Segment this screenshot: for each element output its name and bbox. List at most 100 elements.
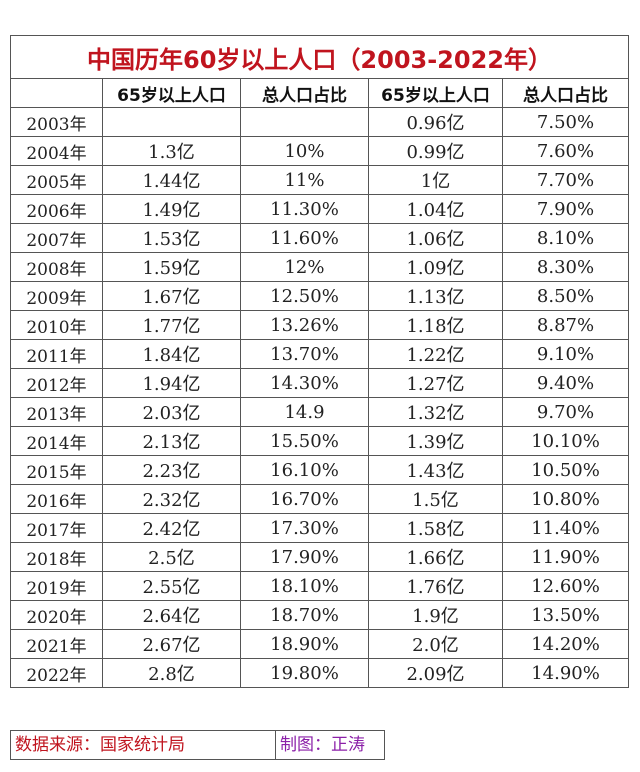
pop-cell-a: 2.32亿: [102, 484, 241, 514]
table-row: 2014年 2.13亿 15.50% 1.39亿 10.10%: [10, 426, 630, 456]
ratio-cell-a: 14.30%: [240, 368, 369, 398]
ratio-cell-a: 17.30%: [240, 513, 369, 543]
pop-cell-a: 2.8亿: [102, 658, 241, 688]
year-cell: 2011年: [10, 339, 103, 369]
table-row: 2010年 1.77亿 13.26% 1.18亿 8.87%: [10, 310, 630, 340]
ratio-cell-b: 8.87%: [501, 310, 630, 340]
header-row: 65岁以上人口 总人口占比 65岁以上人口 总人口占比: [10, 78, 630, 108]
pop-cell-a: 2.55亿: [102, 571, 241, 601]
pop-cell-b: 1.43亿: [368, 455, 503, 485]
population-table-sheet: 中国历年60岁以上人口（2003-2022年） 65岁以上人口 总人口占比 65…: [9, 35, 630, 688]
pop-cell-b: 1.06亿: [368, 223, 503, 253]
ratio-cell-b: 7.70%: [501, 165, 630, 195]
pop-cell-b: 1.76亿: [368, 571, 503, 601]
table-title: 中国历年60岁以上人口（2003-2022年）: [9, 35, 630, 79]
ratio-cell-a: [240, 107, 369, 137]
year-cell: 2020年: [10, 600, 103, 630]
year-cell: 2010年: [10, 310, 103, 340]
ratio-cell-b: 10.50%: [501, 455, 630, 485]
table-row: 2022年 2.8亿 19.80% 2.09亿 14.90%: [10, 658, 630, 688]
ratio-cell-b: 12.60%: [501, 571, 630, 601]
pop-cell-a: 1.3亿: [102, 136, 241, 166]
ratio-cell-a: 15.50%: [240, 426, 369, 456]
pop-cell-a: 1.59亿: [102, 252, 241, 282]
year-cell: 2003年: [10, 107, 103, 137]
ratio-cell-b: 14.20%: [501, 629, 630, 659]
pop-cell-a: [102, 107, 241, 137]
pop-cell-b: 1亿: [368, 165, 503, 195]
header-cell-pop-b: 65岁以上人口: [368, 78, 503, 108]
year-cell: 2009年: [10, 281, 103, 311]
ratio-cell-a: 11.30%: [240, 194, 369, 224]
pop-cell-a: 2.13亿: [102, 426, 241, 456]
table-row: 2003年 0.96亿 7.50%: [10, 107, 630, 137]
table-row: 2019年 2.55亿 18.10% 1.76亿 12.60%: [10, 571, 630, 601]
ratio-cell-b: 10.80%: [501, 484, 630, 514]
table-row: 2016年 2.32亿 16.70% 1.5亿 10.80%: [10, 484, 630, 514]
year-cell: 2015年: [10, 455, 103, 485]
table-row: 2017年 2.42亿 17.30% 1.58亿 11.40%: [10, 513, 630, 543]
header-cell-ratio-b: 总人口占比: [501, 78, 630, 108]
pop-cell-b: 1.39亿: [368, 426, 503, 456]
ratio-cell-b: 9.70%: [501, 397, 630, 427]
pop-cell-a: 2.42亿: [102, 513, 241, 543]
year-cell: 2012年: [10, 368, 103, 398]
author-label: 制图：正涛: [280, 735, 365, 755]
ratio-cell-b: 9.40%: [501, 368, 630, 398]
table-row: 2011年 1.84亿 13.70% 1.22亿 9.10%: [10, 339, 630, 369]
pop-cell-b: 1.13亿: [368, 281, 503, 311]
year-cell: 2005年: [10, 165, 103, 195]
pop-cell-b: 1.09亿: [368, 252, 503, 282]
table-row: 2015年 2.23亿 16.10% 1.43亿 10.50%: [10, 455, 630, 485]
pop-cell-b: 2.09亿: [368, 658, 503, 688]
pop-cell-a: 2.5亿: [102, 542, 241, 572]
title-row: 中国历年60岁以上人口（2003-2022年）: [9, 35, 630, 79]
ratio-cell-b: 9.10%: [501, 339, 630, 369]
ratio-cell-a: 14.9: [240, 397, 369, 427]
pop-cell-a: 1.67亿: [102, 281, 241, 311]
ratio-cell-a: 16.70%: [240, 484, 369, 514]
pop-cell-a: 1.49亿: [102, 194, 241, 224]
ratio-cell-a: 11.60%: [240, 223, 369, 253]
pop-cell-a: 1.84亿: [102, 339, 241, 369]
pop-cell-b: 1.04亿: [368, 194, 503, 224]
table-row: 2006年 1.49亿 11.30% 1.04亿 7.90%: [10, 194, 630, 224]
pop-cell-b: 1.58亿: [368, 513, 503, 543]
pop-cell-b: 1.32亿: [368, 397, 503, 427]
ratio-cell-b: 11.40%: [501, 513, 630, 543]
table-row: 2020年 2.64亿 18.70% 1.9亿 13.50%: [10, 600, 630, 630]
pop-cell-b: 0.99亿: [368, 136, 503, 166]
year-cell: 2013年: [10, 397, 103, 427]
table-row: 2013年 2.03亿 14.9 1.32亿 9.70%: [10, 397, 630, 427]
year-cell: 2019年: [10, 571, 103, 601]
ratio-cell-a: 13.70%: [240, 339, 369, 369]
pop-cell-a: 1.77亿: [102, 310, 241, 340]
ratio-cell-a: 11%: [240, 165, 369, 195]
year-cell: 2014年: [10, 426, 103, 456]
year-cell: 2021年: [10, 629, 103, 659]
pop-cell-a: 2.64亿: [102, 600, 241, 630]
year-cell: 2016年: [10, 484, 103, 514]
year-cell: 2018年: [10, 542, 103, 572]
header-cell-year: [10, 78, 103, 108]
ratio-cell-a: 13.26%: [240, 310, 369, 340]
ratio-cell-b: 7.90%: [501, 194, 630, 224]
pop-cell-a: 1.53亿: [102, 223, 241, 253]
pop-cell-b: 1.9亿: [368, 600, 503, 630]
pop-cell-b: 1.27亿: [368, 368, 503, 398]
ratio-cell-b: 11.90%: [501, 542, 630, 572]
population-table: 中国历年60岁以上人口（2003-2022年） 65岁以上人口 总人口占比 65…: [9, 35, 630, 688]
year-cell: 2006年: [10, 194, 103, 224]
year-cell: 2008年: [10, 252, 103, 282]
ratio-cell-a: 12.50%: [240, 281, 369, 311]
table-row: 2005年 1.44亿 11% 1亿 7.70%: [10, 165, 630, 195]
ratio-cell-b: 10.10%: [501, 426, 630, 456]
ratio-cell-a: 19.80%: [240, 658, 369, 688]
table-row: 2021年 2.67亿 18.90% 2.0亿 14.20%: [10, 629, 630, 659]
table-row: 2007年 1.53亿 11.60% 1.06亿 8.10%: [10, 223, 630, 253]
table-row: 2009年 1.67亿 12.50% 1.13亿 8.50%: [10, 281, 630, 311]
year-cell: 2004年: [10, 136, 103, 166]
pop-cell-b: 2.0亿: [368, 629, 503, 659]
pop-cell-b: 1.22亿: [368, 339, 503, 369]
year-cell: 2017年: [10, 513, 103, 543]
